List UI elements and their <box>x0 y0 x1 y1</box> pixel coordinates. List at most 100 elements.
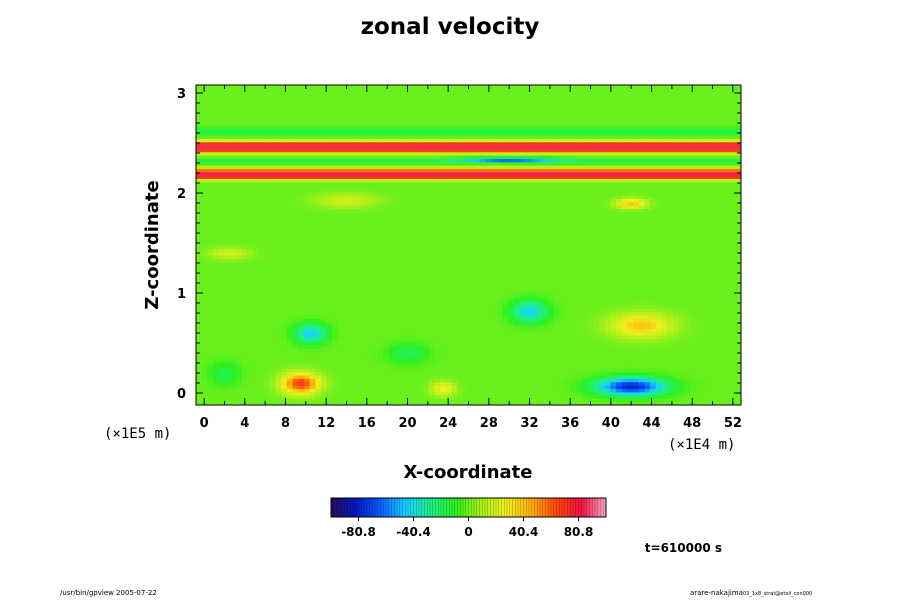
field-cell <box>723 271 731 276</box>
field-cell <box>593 305 600 309</box>
field-cell <box>247 338 254 343</box>
field-cell <box>309 278 316 283</box>
field-cell <box>445 278 453 283</box>
field-cell <box>371 391 379 396</box>
field-cell <box>638 328 646 333</box>
field-cell <box>213 278 220 283</box>
field-cell <box>576 288 583 293</box>
field-cell <box>593 355 600 359</box>
field-cell <box>576 358 583 363</box>
field-cell <box>389 395 396 399</box>
field-cell <box>383 388 390 393</box>
field-cell <box>610 301 617 306</box>
field-cell <box>627 251 634 256</box>
field-cell <box>428 251 436 256</box>
field-cell <box>451 298 458 303</box>
field-cell <box>264 248 271 253</box>
field-cell <box>417 291 424 296</box>
field-cell <box>434 355 441 359</box>
field-cell <box>672 325 680 329</box>
field-cell <box>633 235 640 239</box>
field-cell <box>269 361 277 366</box>
field-cell <box>315 331 322 336</box>
field-cell <box>576 335 583 339</box>
field-cell <box>383 398 390 403</box>
field-cell <box>309 325 316 329</box>
field-cell <box>616 261 623 266</box>
field-cell <box>445 388 453 393</box>
field-cell <box>241 235 248 239</box>
field-cell <box>275 375 282 379</box>
field-cell <box>513 398 521 403</box>
field-cell <box>292 361 299 366</box>
field-cell <box>213 321 220 326</box>
field-cell <box>241 385 248 389</box>
field-cell <box>252 315 260 319</box>
field-cell <box>264 321 271 326</box>
field-cell <box>440 398 447 403</box>
field-cell <box>451 288 458 293</box>
field-cell <box>252 261 260 266</box>
field-cell <box>411 328 419 333</box>
field-cell <box>366 331 373 336</box>
field-cell <box>655 331 663 336</box>
field-cell <box>604 348 612 353</box>
field-cell <box>320 231 328 236</box>
field-cell <box>474 378 481 383</box>
field-cell <box>621 331 629 336</box>
field-cell <box>604 238 612 243</box>
field-cell <box>582 301 589 306</box>
field-cell <box>695 368 702 373</box>
field-cell <box>513 301 521 306</box>
field-cell <box>286 261 294 266</box>
field-cell <box>718 395 725 399</box>
field-cell <box>644 275 651 279</box>
field-cell <box>650 365 657 369</box>
field-cell <box>576 325 583 329</box>
field-cell <box>349 261 356 266</box>
field-cell <box>735 291 741 296</box>
field-cell <box>650 341 657 346</box>
field-cell <box>230 331 237 336</box>
field-cell <box>275 368 282 373</box>
field-cell <box>684 255 691 259</box>
field-cell <box>661 395 668 399</box>
field-cell <box>508 235 515 239</box>
field-cell <box>315 265 322 269</box>
field-cell <box>468 325 475 329</box>
field-cell <box>633 321 640 326</box>
field-cell <box>644 248 651 253</box>
field-cell <box>479 355 487 359</box>
field-cell <box>502 361 509 366</box>
field-cell <box>286 288 294 293</box>
field-cell <box>354 255 362 259</box>
field-cell <box>599 251 606 256</box>
field-cell <box>655 318 663 323</box>
field-cell <box>508 341 515 346</box>
field-cell <box>281 235 288 239</box>
field-cell <box>576 251 583 256</box>
field-cell <box>337 331 345 336</box>
field-cell <box>570 341 577 346</box>
field-cell <box>485 311 492 316</box>
field-cell <box>264 318 271 323</box>
field-cell <box>474 308 481 313</box>
field-cell <box>366 301 373 306</box>
field-cell <box>286 391 294 396</box>
field-cell <box>712 365 719 369</box>
field-cell <box>292 385 299 389</box>
field-cell <box>417 378 424 383</box>
field-cell <box>292 345 299 349</box>
field-cell <box>621 381 629 386</box>
field-cell <box>213 381 220 386</box>
field-cell <box>343 255 350 259</box>
field-cell <box>604 395 612 399</box>
field-cell <box>723 298 731 303</box>
field-cell <box>633 348 640 353</box>
field-cell <box>354 271 362 276</box>
field-cell <box>553 288 560 293</box>
field-cell <box>661 321 668 326</box>
field-cell <box>582 295 589 299</box>
field-cell <box>587 251 594 256</box>
field-cell <box>445 245 453 249</box>
